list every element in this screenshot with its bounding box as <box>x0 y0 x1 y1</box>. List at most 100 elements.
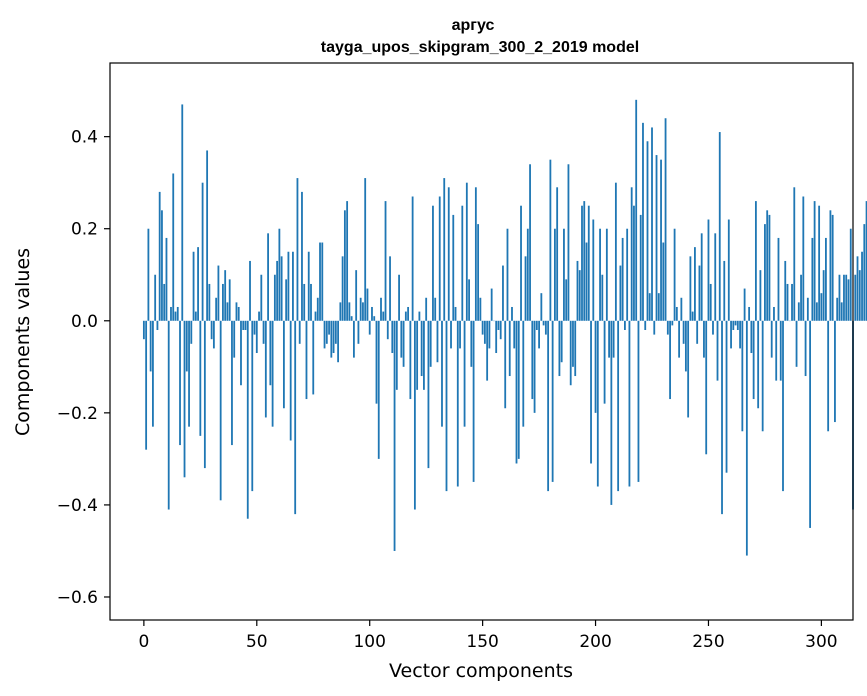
bar <box>454 306 457 321</box>
bar <box>289 320 292 441</box>
bar <box>427 320 430 469</box>
bar <box>398 274 400 321</box>
bar <box>154 274 157 321</box>
bar <box>673 228 676 321</box>
bar <box>456 320 459 487</box>
bar <box>542 320 545 326</box>
bar <box>757 320 760 409</box>
bar <box>752 320 755 400</box>
bar <box>499 320 502 340</box>
bar <box>298 320 301 344</box>
bar <box>357 320 360 344</box>
bar <box>768 214 771 321</box>
bar <box>619 265 622 321</box>
bar <box>420 320 423 377</box>
bar <box>565 279 568 321</box>
bar <box>590 320 592 464</box>
bar <box>531 320 534 400</box>
bar <box>465 182 468 321</box>
bar <box>745 320 748 556</box>
bar <box>797 302 800 321</box>
bar <box>761 320 764 432</box>
y-tick-label: 0.4 <box>71 128 98 148</box>
bar <box>172 173 175 321</box>
bar <box>183 320 186 478</box>
bar <box>212 320 215 349</box>
bar <box>578 270 581 321</box>
bar <box>560 320 563 363</box>
bar <box>653 320 656 335</box>
bar <box>285 279 288 321</box>
bar <box>185 320 188 372</box>
bar <box>581 205 583 321</box>
bar <box>734 320 737 326</box>
bar <box>375 320 378 404</box>
bar <box>438 196 441 321</box>
bar <box>321 242 324 321</box>
bar <box>694 247 696 321</box>
bar <box>273 274 276 321</box>
bar <box>809 320 811 528</box>
bar <box>775 320 778 381</box>
bar <box>244 320 247 330</box>
axes-group: 0 50 100 150 200 250 300 0.4 0.2 0.0 −0.2 −0.4 −0.6 <box>57 128 838 652</box>
bar <box>258 311 260 321</box>
bar <box>215 297 218 321</box>
bar <box>276 260 279 321</box>
bar <box>829 210 832 321</box>
bar <box>199 320 202 436</box>
bar <box>644 320 647 330</box>
bar <box>371 306 373 321</box>
bar <box>149 320 152 372</box>
bar <box>228 279 231 321</box>
bar <box>759 270 762 321</box>
bar <box>515 320 518 464</box>
bar <box>418 311 421 321</box>
bar <box>522 320 525 427</box>
bar <box>764 224 766 321</box>
bar <box>795 320 798 367</box>
bar <box>488 320 491 349</box>
bar <box>739 320 741 349</box>
bar <box>416 320 419 390</box>
bar <box>339 302 342 321</box>
bar <box>264 320 267 418</box>
bar <box>806 297 809 321</box>
bar <box>152 320 154 427</box>
bar <box>486 320 489 381</box>
bar <box>389 256 391 321</box>
bar <box>863 224 866 321</box>
bar <box>445 320 448 492</box>
bar <box>474 187 477 321</box>
bar <box>563 228 565 321</box>
bar <box>348 302 351 321</box>
bar <box>208 283 211 321</box>
bar <box>858 270 861 321</box>
bar <box>429 320 432 367</box>
bar <box>391 320 394 354</box>
bar <box>312 320 315 395</box>
bar <box>294 320 297 515</box>
bar <box>594 320 597 413</box>
y-tick-label: −0.6 <box>57 588 98 608</box>
bar <box>233 320 236 358</box>
bar <box>502 265 504 321</box>
bar <box>845 274 848 321</box>
bar <box>307 251 310 321</box>
bar <box>773 306 775 321</box>
bar <box>827 320 830 432</box>
bar <box>316 297 319 321</box>
bar <box>174 311 177 321</box>
x-tick-label: 250 <box>692 632 724 652</box>
bar <box>170 306 172 321</box>
bar <box>267 233 269 321</box>
x-tick-label: 300 <box>805 632 837 652</box>
x-tick-label: 0 <box>138 632 149 652</box>
bar <box>413 320 416 510</box>
x-tick-label: 200 <box>579 632 611 652</box>
bar <box>736 320 739 330</box>
bar <box>404 311 407 321</box>
bar <box>633 205 635 321</box>
bar <box>836 297 839 321</box>
